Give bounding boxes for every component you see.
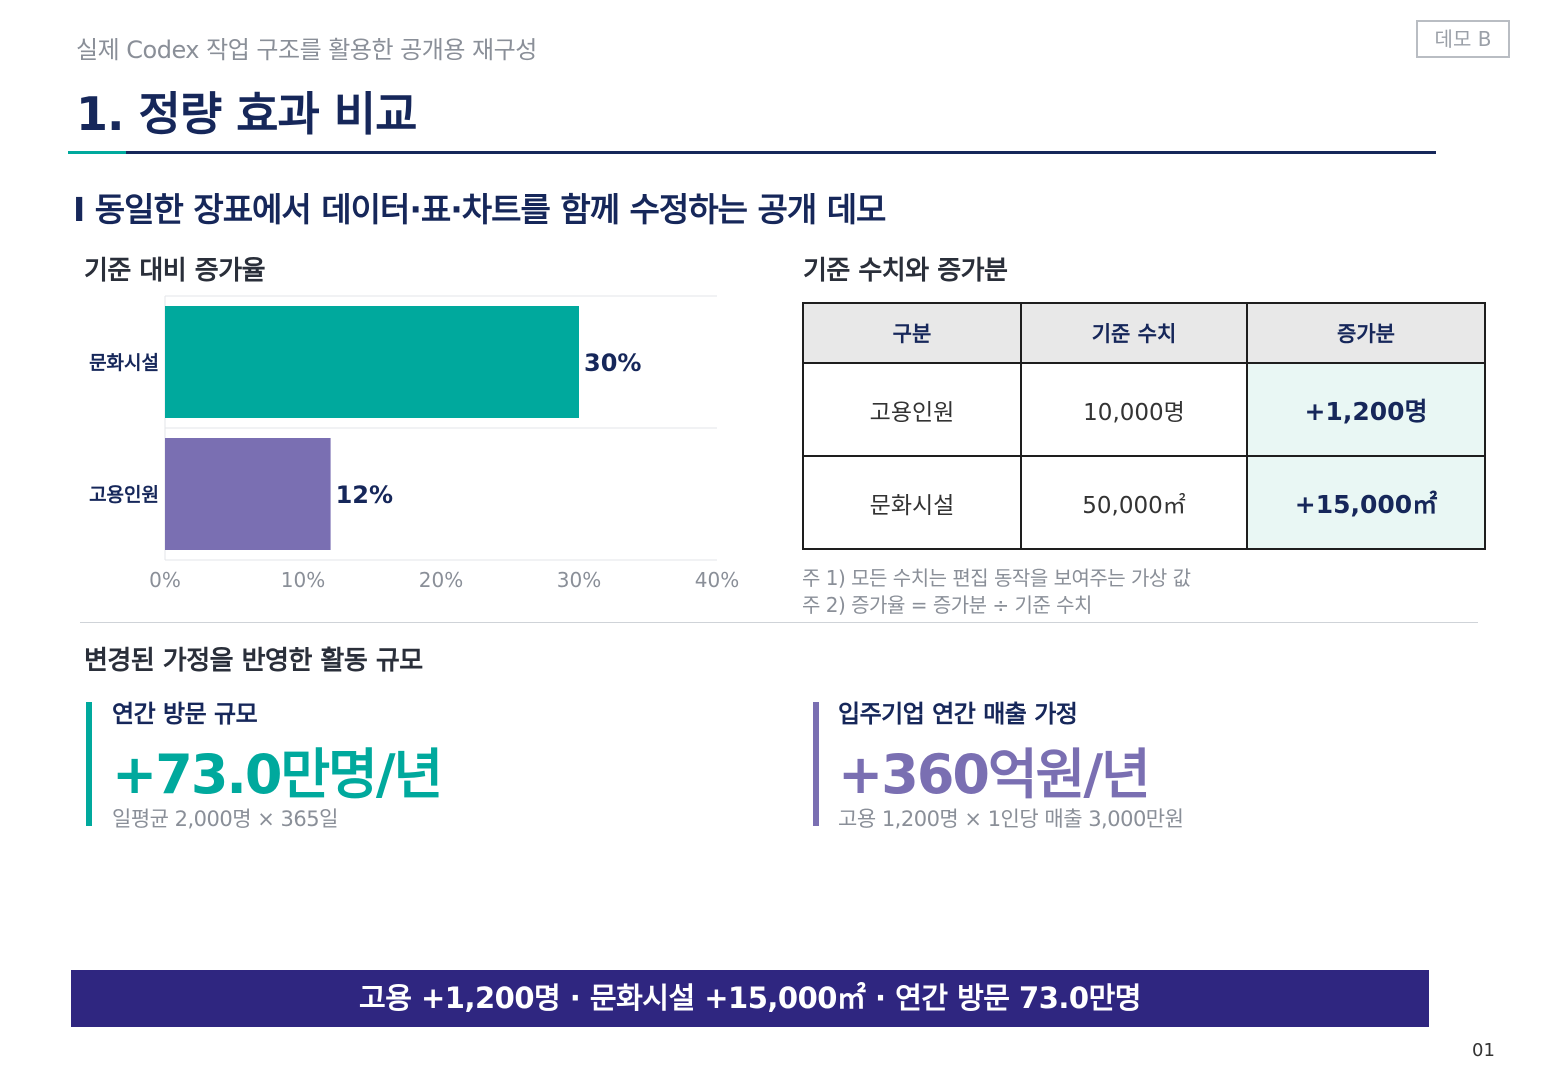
table-header-row: 구분 기준 수치 증가분	[802, 302, 1486, 364]
scale-section-title: 변경된 가정을 반영한 활동 규모	[84, 646, 423, 676]
chart-tick-label: 20%	[419, 568, 463, 592]
summary-banner: 고용 +1,200명 · 문화시설 +15,000㎡ · 연간 방문 73.0만…	[71, 970, 1429, 1027]
table-cell-increase: +1,200명	[1246, 362, 1486, 457]
header-kicker: 실제 Codex 작업 구조를 활용한 공개용 재구성	[76, 36, 537, 64]
title-divider-accent	[68, 151, 126, 154]
chart-bar	[165, 438, 331, 550]
kpi-accent-bar	[86, 702, 92, 826]
table-row: 문화시설 50,000㎡ +15,000㎡	[802, 455, 1486, 550]
growth-bar-chart: 문화시설 30% 고용인원 12% 0% 10% 20% 30% 40%	[89, 295, 739, 592]
section-divider	[80, 622, 1478, 623]
table-header-baseline: 기준 수치	[1020, 302, 1248, 364]
kpi-revenue-value: +360억원/년	[838, 743, 1151, 806]
demo-badge: 데모 B	[1416, 20, 1510, 58]
table-cell-baseline: 50,000㎡	[1020, 455, 1248, 550]
page-subtitle: I 동일한 장표에서 데이터·표·차트를 함께 수정하는 공개 데모	[73, 190, 886, 229]
table-cell-category: 문화시설	[802, 455, 1022, 550]
kpi-visits-label: 연간 방문 규모	[112, 700, 258, 728]
chart-data-label: 30%	[584, 349, 641, 377]
page-number: 01	[1472, 1040, 1495, 1061]
chart-tick-label: 0%	[149, 568, 181, 592]
kpi-revenue-label: 입주기업 연간 매출 가정	[838, 700, 1078, 728]
table-note: 주 2) 증가율 = 증가분 ÷ 기준 수치	[802, 593, 1092, 617]
kpi-revenue-formula: 고용 1,200명 × 1인당 매출 3,000만원	[838, 807, 1184, 831]
table-cell-baseline: 10,000명	[1020, 362, 1248, 457]
page-title: 1. 정량 효과 비교	[76, 87, 417, 141]
table-cell-category: 고용인원	[802, 362, 1022, 457]
title-divider	[68, 151, 1436, 154]
table-row: 고용인원 10,000명 +1,200명	[802, 362, 1486, 457]
chart-tick-label: 10%	[281, 568, 325, 592]
baseline-table: 구분 기준 수치 증가분 고용인원 10,000명 +1,200명 문화시설 5…	[802, 302, 1486, 550]
table-cell-increase: +15,000㎡	[1246, 455, 1486, 550]
chart-tick-label: 40%	[695, 568, 739, 592]
table-title: 기준 수치와 증가분	[803, 256, 1008, 286]
kpi-visits-value: +73.0만명/년	[112, 743, 443, 806]
kpi-accent-bar	[813, 702, 819, 826]
chart-bar	[165, 306, 579, 418]
chart-tick-label: 30%	[557, 568, 601, 592]
kpi-visits-formula: 일평균 2,000명 × 365일	[112, 807, 338, 831]
chart-category-label: 고용인원	[89, 484, 159, 506]
chart-category-label: 문화시설	[89, 352, 159, 374]
table-header-category: 구분	[802, 302, 1022, 364]
table-note: 주 1) 모든 수치는 편집 동작을 보여주는 가상 값	[802, 566, 1191, 590]
table-header-increase: 증가분	[1246, 302, 1486, 364]
chart-title: 기준 대비 증가율	[84, 256, 266, 286]
chart-data-label: 12%	[336, 481, 393, 509]
